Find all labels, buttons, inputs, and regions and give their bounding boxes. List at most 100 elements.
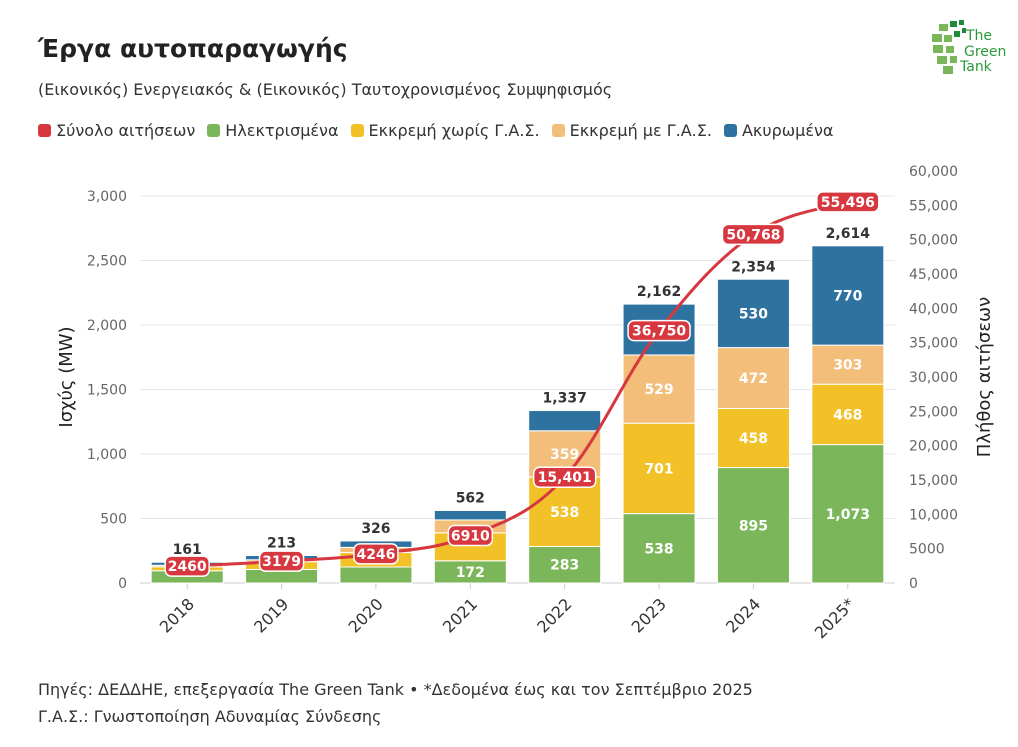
bar-segment[interactable] <box>433 510 507 521</box>
line-point-label: 15,401 <box>538 470 592 486</box>
x-tick-label: 2024 <box>722 594 764 636</box>
y2-tick-label: 5000 <box>909 542 945 558</box>
y2-axis-label: Πλήθος αιτήσεων <box>974 297 995 457</box>
bar-total-label: 326 <box>361 521 390 537</box>
y2-tick-label: 30,000 <box>909 370 958 386</box>
y-tick-label: 2,000 <box>87 318 127 334</box>
y2-tick-label: 0 <box>909 576 918 592</box>
y2-tick-label: 60,000 <box>909 164 958 180</box>
legend-swatch <box>207 124 221 137</box>
x-tick-label: 2025* <box>811 594 859 642</box>
legend-label: Ηλεκτρισμένα <box>225 121 339 140</box>
bar-segment[interactable] <box>528 545 602 584</box>
bar-total-label: 2,162 <box>637 284 681 300</box>
legend-swatch <box>350 124 364 137</box>
legend-swatch <box>551 124 565 137</box>
y2-tick-label: 45,000 <box>909 267 958 283</box>
bar-segment[interactable] <box>811 444 885 584</box>
x-tick-label: 2021 <box>439 594 481 636</box>
bar-total-label: 2,614 <box>826 226 871 242</box>
bar-segment-label: 283 <box>550 558 579 574</box>
bar-segment[interactable] <box>622 422 696 515</box>
bar-total-label: 562 <box>456 491 485 507</box>
legend-item[interactable]: Ακυρωμένα <box>723 121 834 140</box>
bar-segment-label: 303 <box>833 358 862 374</box>
x-tick-label: 2020 <box>345 594 387 636</box>
y-tick-label: 500 <box>100 512 127 528</box>
legend-label: Εκκρεμή με Γ.Α.Σ. <box>569 121 712 140</box>
y2-tick-label: 40,000 <box>909 301 958 317</box>
bar-total-label: 161 <box>173 542 202 558</box>
x-tick-label: 2018 <box>156 594 198 636</box>
bar-total-label: 213 <box>267 536 296 552</box>
legend-swatch <box>38 124 51 137</box>
line-point-label-box <box>627 319 691 342</box>
y2-tick-label: 35,000 <box>909 336 958 352</box>
bar-segment[interactable] <box>811 383 885 446</box>
y-axis-label: Ισχύς (MW) <box>56 326 77 427</box>
y-tick-label: 1,000 <box>87 447 127 463</box>
bar-segment-label: 701 <box>644 461 673 477</box>
bar-segment[interactable] <box>622 513 696 584</box>
source-line-1: Πηγές: ΔΕΔΔΗΕ, επεξεργασία The Green Tan… <box>38 680 753 699</box>
bar-total-label: 1,337 <box>543 391 587 407</box>
line-point-label: 2460 <box>168 559 207 575</box>
legend-item[interactable]: Σύνολο αιτήσεων <box>38 121 195 140</box>
bar-segment[interactable] <box>811 245 885 346</box>
y2-tick-label: 50,000 <box>909 233 958 249</box>
line-point-label: 6910 <box>451 529 490 545</box>
line-point-label-box <box>164 555 210 577</box>
bar-segment[interactable] <box>716 467 790 584</box>
legend-item[interactable]: Εκκρεμή χωρίς Γ.Α.Σ. <box>350 121 540 140</box>
legend: Σύνολο αιτήσεων Ηλεκτρισμένα Εκκρεμή χωρίς… <box>38 121 833 140</box>
bar-segment[interactable] <box>528 410 602 432</box>
y-tick-label: 1,500 <box>87 383 127 399</box>
x-tick-label: 2023 <box>628 594 670 636</box>
bar-segment-label: 538 <box>644 541 673 557</box>
line-point-label: 4246 <box>356 547 395 563</box>
y2-tick-label: 10,000 <box>909 507 958 523</box>
y-tick-label: 3,000 <box>87 189 127 205</box>
bar-segment-label: 172 <box>456 565 485 581</box>
y-tick-label: 0 <box>118 576 127 592</box>
bar-segment-label: 538 <box>550 505 579 521</box>
legend-label: Εκκρεμή χωρίς Γ.Α.Σ. <box>368 121 540 140</box>
bar-segment[interactable] <box>716 278 790 349</box>
legend-label: Ακυρωμένα <box>741 121 834 140</box>
line-point-label-box <box>447 524 494 547</box>
bar-segment-label: 770 <box>833 288 862 304</box>
y-tick-label: 2,500 <box>87 254 127 270</box>
legend-swatch <box>723 124 737 137</box>
line-point-label: 3179 <box>262 554 301 570</box>
line-point-label-box <box>353 543 399 565</box>
line-point-label-box <box>816 191 880 213</box>
chart-subtitle: (Εικονικός) Ενεργειακός & (Εικονικός) Τα… <box>38 80 613 99</box>
line-point-label-box <box>721 223 786 246</box>
bar-segment[interactable] <box>528 476 602 547</box>
bar-total-label: 2,354 <box>731 259 776 275</box>
line-point-label: 55,496 <box>821 195 875 211</box>
line-point-label-box <box>258 550 305 572</box>
line-point-label: 50,768 <box>726 227 780 243</box>
bar-segment[interactable] <box>339 566 413 584</box>
legend-item[interactable]: Ηλεκτρισμένα <box>207 121 339 140</box>
bar-segment-label: 530 <box>739 306 768 322</box>
chart-title: Έργα αυτοπαραγωγής <box>38 34 348 63</box>
bar-segment-label: 895 <box>739 518 768 534</box>
bar-segment-label: 529 <box>644 382 673 398</box>
svg-text:The: The <box>965 28 992 44</box>
y2-tick-label: 20,000 <box>909 439 958 455</box>
legend-item[interactable]: Εκκρεμή με Γ.Α.Σ. <box>551 121 712 140</box>
y2-tick-label: 25,000 <box>909 404 958 420</box>
source-note: Πηγές: ΔΕΔΔΗΕ, επεξεργασία The Green Tan… <box>38 676 753 730</box>
svg-text:Tank: Tank <box>959 59 993 75</box>
bar-segment-label: 468 <box>833 407 862 423</box>
source-line-2: Γ.Α.Σ.: Γνωστοποίηση Αδυναμίας Σύνδεσης <box>38 707 382 726</box>
bar-segment-label: 472 <box>739 371 768 387</box>
legend-label: Σύνολο αιτήσεων <box>56 121 196 140</box>
x-tick-label: 2019 <box>250 594 292 636</box>
bar-segment-label: 1,073 <box>826 507 870 523</box>
